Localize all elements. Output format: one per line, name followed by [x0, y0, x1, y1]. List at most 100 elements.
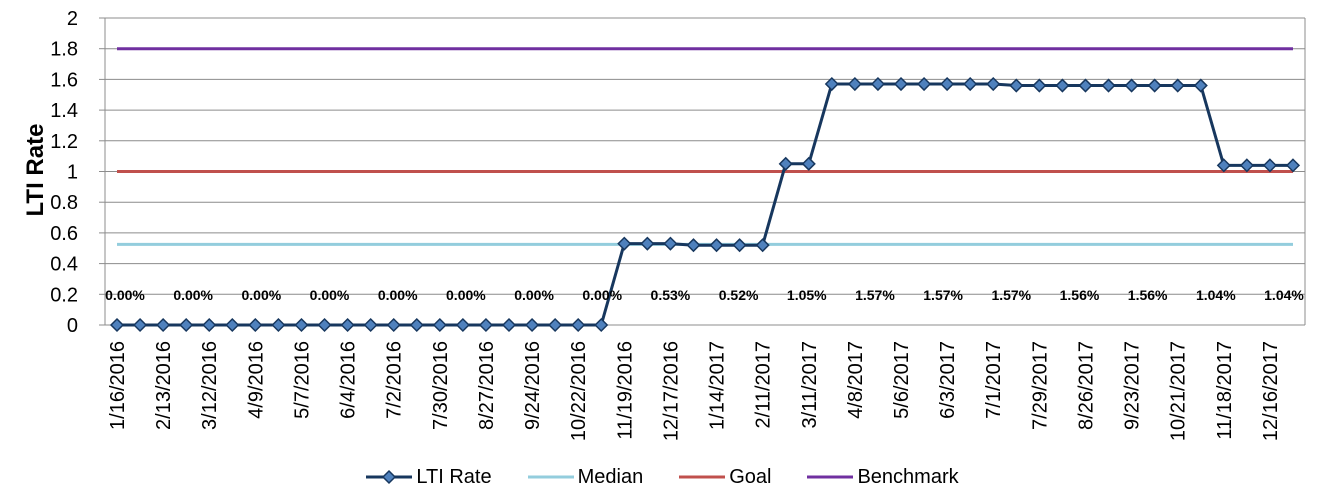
- x-tick-label: 8/26/2017: [1075, 341, 1097, 430]
- lti-rate-point: [455, 317, 470, 333]
- lti-rate-point: [179, 317, 194, 333]
- lti-rate-point: [501, 317, 517, 333]
- y-tick-label: 0.6: [50, 223, 78, 245]
- lti-rate-point: [248, 317, 263, 333]
- lti-rate-point: [1147, 78, 1162, 93]
- x-tick-label: 11/19/2016: [614, 341, 636, 440]
- x-tick-label: 6/4/2016: [338, 341, 360, 419]
- y-tick-label: 0.8: [50, 192, 78, 214]
- x-tick-label: 8/27/2016: [476, 341, 498, 430]
- lti-rate-point: [755, 238, 770, 253]
- data-label: 0.00%: [446, 287, 486, 303]
- lti-rate-point: [1193, 78, 1208, 93]
- lti-rate-line: [117, 82, 1293, 327]
- x-tick-label: 7/2/2016: [384, 341, 406, 419]
- lti-rate-point: [709, 238, 724, 253]
- legend-swatch: [807, 475, 854, 479]
- x-tick-label: 2/13/2016: [153, 341, 175, 430]
- data-label: 1.56%: [1060, 287, 1100, 303]
- x-tick-label: 7/29/2017: [1029, 341, 1051, 430]
- lti-rate-point: [271, 317, 286, 333]
- lti-rate-point: [409, 317, 424, 333]
- data-label: 1.57%: [923, 287, 963, 303]
- lti-rate-point: [156, 317, 171, 333]
- data-label: 1.57%: [855, 287, 895, 303]
- lti-rate-point: [963, 76, 978, 92]
- legend-swatch: [366, 469, 413, 485]
- data-label: 1.56%: [1128, 287, 1168, 303]
- lti-rate-chart: 0 0.2 0.4 0.6 0.8 1 1.2 1.4 1.6 1.8 2 1/16/2016 2/1…: [22, 8, 1306, 441]
- x-tick-label: 12/17/2016: [660, 341, 682, 441]
- lti-rate-point: [940, 76, 955, 92]
- lti-rate-point: [1170, 78, 1185, 93]
- legend-label: LTI Rate: [416, 465, 492, 488]
- x-tick-label: 5/6/2017: [891, 341, 913, 419]
- lti-rate-point: [1055, 78, 1070, 93]
- lti-rate-point: [225, 317, 240, 333]
- x-tick-label: 11/18/2017: [1214, 341, 1236, 440]
- data-label: 0.00%: [242, 287, 282, 303]
- data-label: 0.52%: [719, 287, 759, 303]
- lti-rate-point: [617, 236, 632, 251]
- data-label: 1.04%: [1264, 287, 1304, 303]
- lti-rate-point: [1009, 78, 1024, 93]
- lti-rate-point: [824, 76, 839, 92]
- x-tick-label: 5/7/2016: [291, 341, 313, 419]
- lti-rate-point: [432, 317, 447, 333]
- lti-rate-point: [778, 156, 793, 171]
- y-axis: 0 0.2 0.4 0.6 0.8 1 1.2 1.4 1.6 1.8 2: [50, 8, 1306, 337]
- legend-label: Goal: [729, 465, 772, 488]
- legend-swatch: [527, 475, 574, 479]
- x-tick-label: 3/11/2017: [799, 341, 821, 429]
- data-label: 0.00%: [310, 287, 350, 303]
- lti-rate-point: [1216, 158, 1231, 173]
- data-label: 0.00%: [173, 287, 213, 303]
- lti-rate-point: [686, 238, 701, 253]
- lti-rate-point: [640, 236, 655, 251]
- x-tick-label: 3/12/2016: [199, 341, 221, 430]
- lti-rate-point: [870, 76, 886, 92]
- lti-rate-point: [202, 317, 217, 333]
- lti-rate-point: [1262, 158, 1278, 173]
- y-tick-label: 1.2: [50, 131, 78, 153]
- lti-rate-point: [478, 317, 494, 333]
- lti-rate-point: [109, 317, 125, 333]
- data-label: 1.04%: [1196, 287, 1236, 303]
- lti-rate-point: [847, 76, 862, 92]
- x-tick-label: 1/14/2017: [707, 341, 729, 430]
- x-tick-label: 7/30/2016: [430, 341, 452, 430]
- lti-rate-point: [1124, 78, 1139, 93]
- lti-rate-point: [801, 156, 816, 171]
- x-tick-label: 10/22/2016: [568, 341, 590, 441]
- lti-rate-point: [1239, 158, 1254, 173]
- reference-lines: [117, 47, 1293, 246]
- lti-rate-point: [548, 317, 563, 333]
- x-tick-label: 2/11/2017: [753, 341, 775, 429]
- y-tick-label: 1: [67, 162, 78, 184]
- lti-rate-point: [1101, 78, 1116, 93]
- x-tick-label: 4/8/2017: [845, 341, 867, 419]
- lti-rate-point: [524, 317, 540, 333]
- y-tick-label: 0: [67, 315, 78, 337]
- y-tick-label: 0.4: [50, 254, 78, 276]
- lti-rate-point: [916, 76, 932, 92]
- lti-rate-point: [340, 317, 355, 333]
- data-label: 1.57%: [991, 287, 1031, 303]
- x-tick-label: 12/16/2017: [1260, 341, 1282, 441]
- lti-rate-point: [317, 317, 332, 333]
- x-tick-label: 9/23/2017: [1122, 341, 1144, 430]
- lti-rate-point: [1285, 158, 1301, 173]
- x-tick-label: 6/3/2017: [937, 341, 959, 419]
- x-tick-label: 9/24/2016: [522, 341, 544, 430]
- legend-item-goal: Goal: [679, 466, 771, 489]
- data-label: 0.00%: [378, 287, 418, 303]
- data-label: 0.00%: [582, 287, 622, 303]
- x-tick-label: 4/9/2016: [245, 341, 267, 419]
- legend-item-median: Median: [527, 465, 644, 489]
- lti-rate-point: [893, 76, 909, 92]
- lti-rate-point: [594, 317, 609, 333]
- legend-label: Median: [577, 465, 644, 488]
- x-tick-label: 1/16/2016: [107, 341, 129, 430]
- lti-rate-point: [732, 238, 747, 253]
- lti-rate-point: [663, 236, 678, 251]
